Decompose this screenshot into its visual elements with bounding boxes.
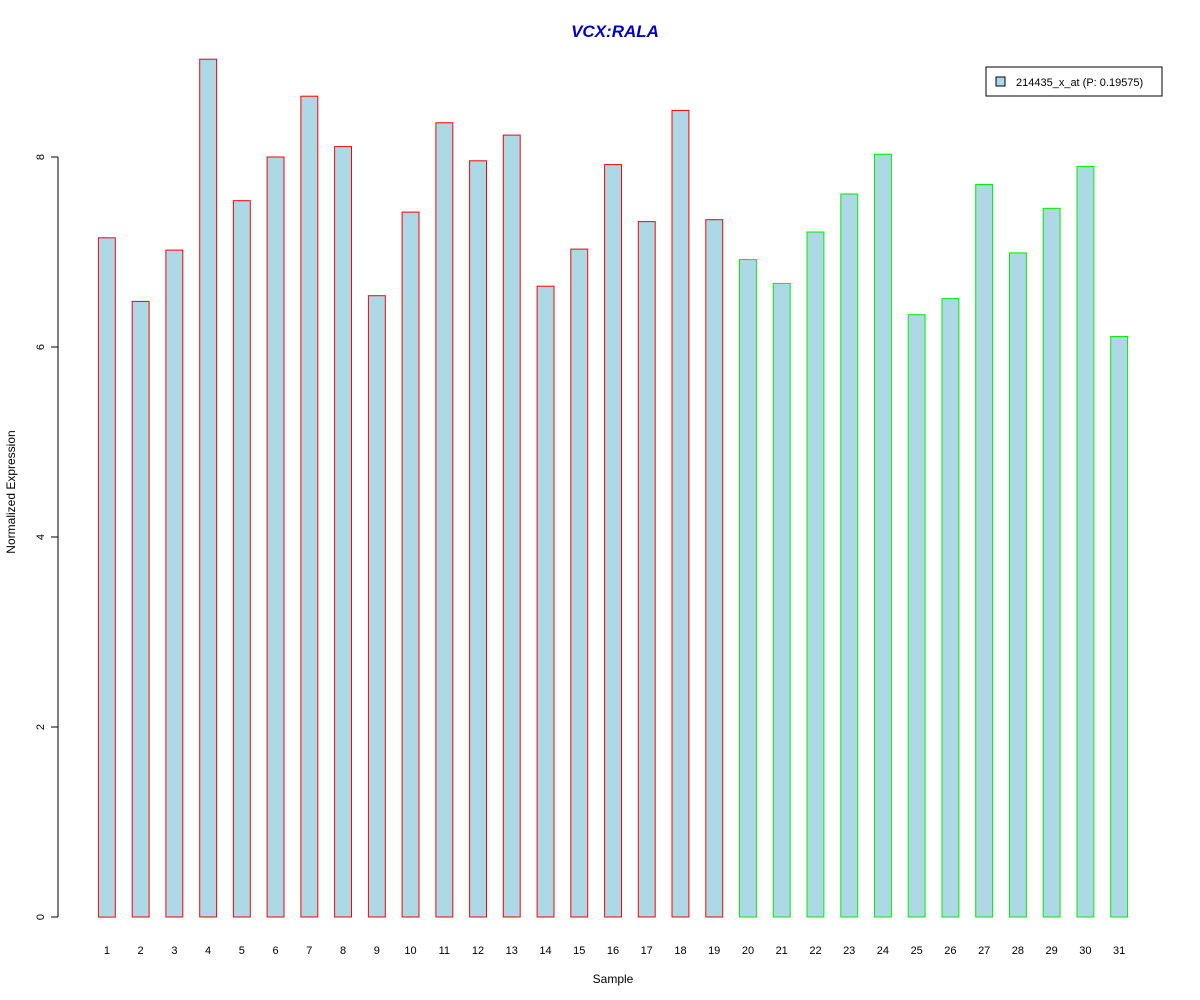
- x-tick-label: 14: [539, 945, 551, 957]
- bar-sample-5: [232, 200, 251, 918]
- bar-sample-1: [97, 237, 116, 918]
- y-axis-title: Normalized Expression: [4, 430, 18, 553]
- bar-sample-6: [266, 156, 285, 918]
- y-tick-label: 4: [35, 534, 47, 540]
- bar-sample-9: [367, 295, 386, 918]
- x-tick-label: 7: [306, 945, 312, 957]
- x-tick-label: 3: [171, 945, 177, 957]
- bar-sample-26: [941, 298, 960, 918]
- bars: [97, 58, 1129, 918]
- bar-sample-27: [975, 184, 994, 918]
- x-tick-label: 30: [1079, 945, 1091, 957]
- bar-sample-13: [502, 134, 521, 918]
- bar-sample-14: [536, 285, 555, 918]
- x-tick-label: 1: [104, 945, 110, 957]
- bar-sample-19: [705, 219, 724, 918]
- x-tick-label: 8: [340, 945, 346, 957]
- y-axis: 0 2 4 6 8: [35, 154, 59, 920]
- x-tick-label: 4: [205, 945, 211, 957]
- x-axis-title: Sample: [593, 972, 634, 986]
- x-tick-label: 31: [1113, 945, 1125, 957]
- bar-sample-11: [435, 122, 454, 918]
- x-tick-label: 24: [877, 945, 889, 957]
- bar-sample-16: [604, 164, 622, 918]
- x-tick-labels: 1 2 3 4 5 6 7 8 9 10 11 12 13 14 15 16 17 18 19 20 21 22 23 24 2…: [104, 945, 1125, 957]
- x-tick-label: 9: [374, 945, 380, 957]
- bar-sample-7: [300, 95, 319, 918]
- x-tick-label: 13: [506, 945, 518, 957]
- bar-sample-4: [199, 58, 218, 918]
- x-tick-label: 5: [239, 945, 245, 957]
- x-tick-label: 27: [978, 945, 990, 957]
- bar-sample-8: [334, 146, 353, 918]
- bar-sample-10: [401, 211, 420, 918]
- x-tick-label: 19: [708, 945, 720, 957]
- bar-sample-21: [772, 282, 791, 918]
- x-tick-label: 26: [944, 945, 956, 957]
- x-tick-label: 17: [641, 945, 653, 957]
- bar-sample-18: [671, 109, 690, 918]
- x-tick-label: 18: [674, 945, 686, 957]
- legend: 214435_x_at (P: 0.19575): [985, 66, 1163, 97]
- x-tick-label: 11: [439, 945, 450, 957]
- bar-sample-3: [165, 249, 184, 918]
- bar-sample-20: [739, 259, 757, 918]
- chart-title: VCX:RALA: [571, 22, 659, 41]
- bar-sample-24: [874, 153, 892, 918]
- legend-box: [985, 66, 1163, 97]
- bar-sample-29: [1042, 207, 1061, 918]
- x-tick-label: 10: [404, 945, 416, 957]
- bar-sample-17: [637, 221, 656, 918]
- x-tick-label: 23: [843, 945, 855, 957]
- x-tick-label: 28: [1012, 945, 1024, 957]
- bar-sample-22: [806, 231, 825, 918]
- x-tick-label: 25: [911, 945, 923, 957]
- legend-label: 214435_x_at (P: 0.19575): [1016, 77, 1143, 89]
- x-tick-label: 6: [273, 945, 279, 957]
- x-tick-label: 16: [607, 945, 619, 957]
- legend-swatch: [995, 76, 1006, 87]
- y-tick-label: 6: [35, 344, 47, 350]
- x-tick-label: 2: [138, 945, 144, 957]
- x-tick-label: 20: [742, 945, 754, 957]
- bar-sample-28: [1009, 252, 1027, 918]
- bar-sample-31: [1110, 336, 1129, 918]
- x-tick-label: 21: [776, 945, 788, 957]
- y-tick-label: 2: [35, 724, 47, 730]
- bar-sample-12: [469, 160, 488, 918]
- bar-sample-23: [840, 193, 859, 918]
- bar-sample-25: [907, 314, 926, 918]
- x-tick-label: 12: [472, 945, 484, 957]
- bar-sample-30: [1076, 166, 1095, 918]
- y-tick-label: 0: [35, 914, 47, 920]
- x-tick-label: 22: [809, 945, 821, 957]
- bar-sample-2: [131, 300, 150, 918]
- x-tick-label: 15: [573, 945, 585, 957]
- y-tick-label: 8: [35, 154, 47, 160]
- bar-sample-15: [570, 248, 589, 918]
- x-tick-label: 29: [1045, 945, 1057, 957]
